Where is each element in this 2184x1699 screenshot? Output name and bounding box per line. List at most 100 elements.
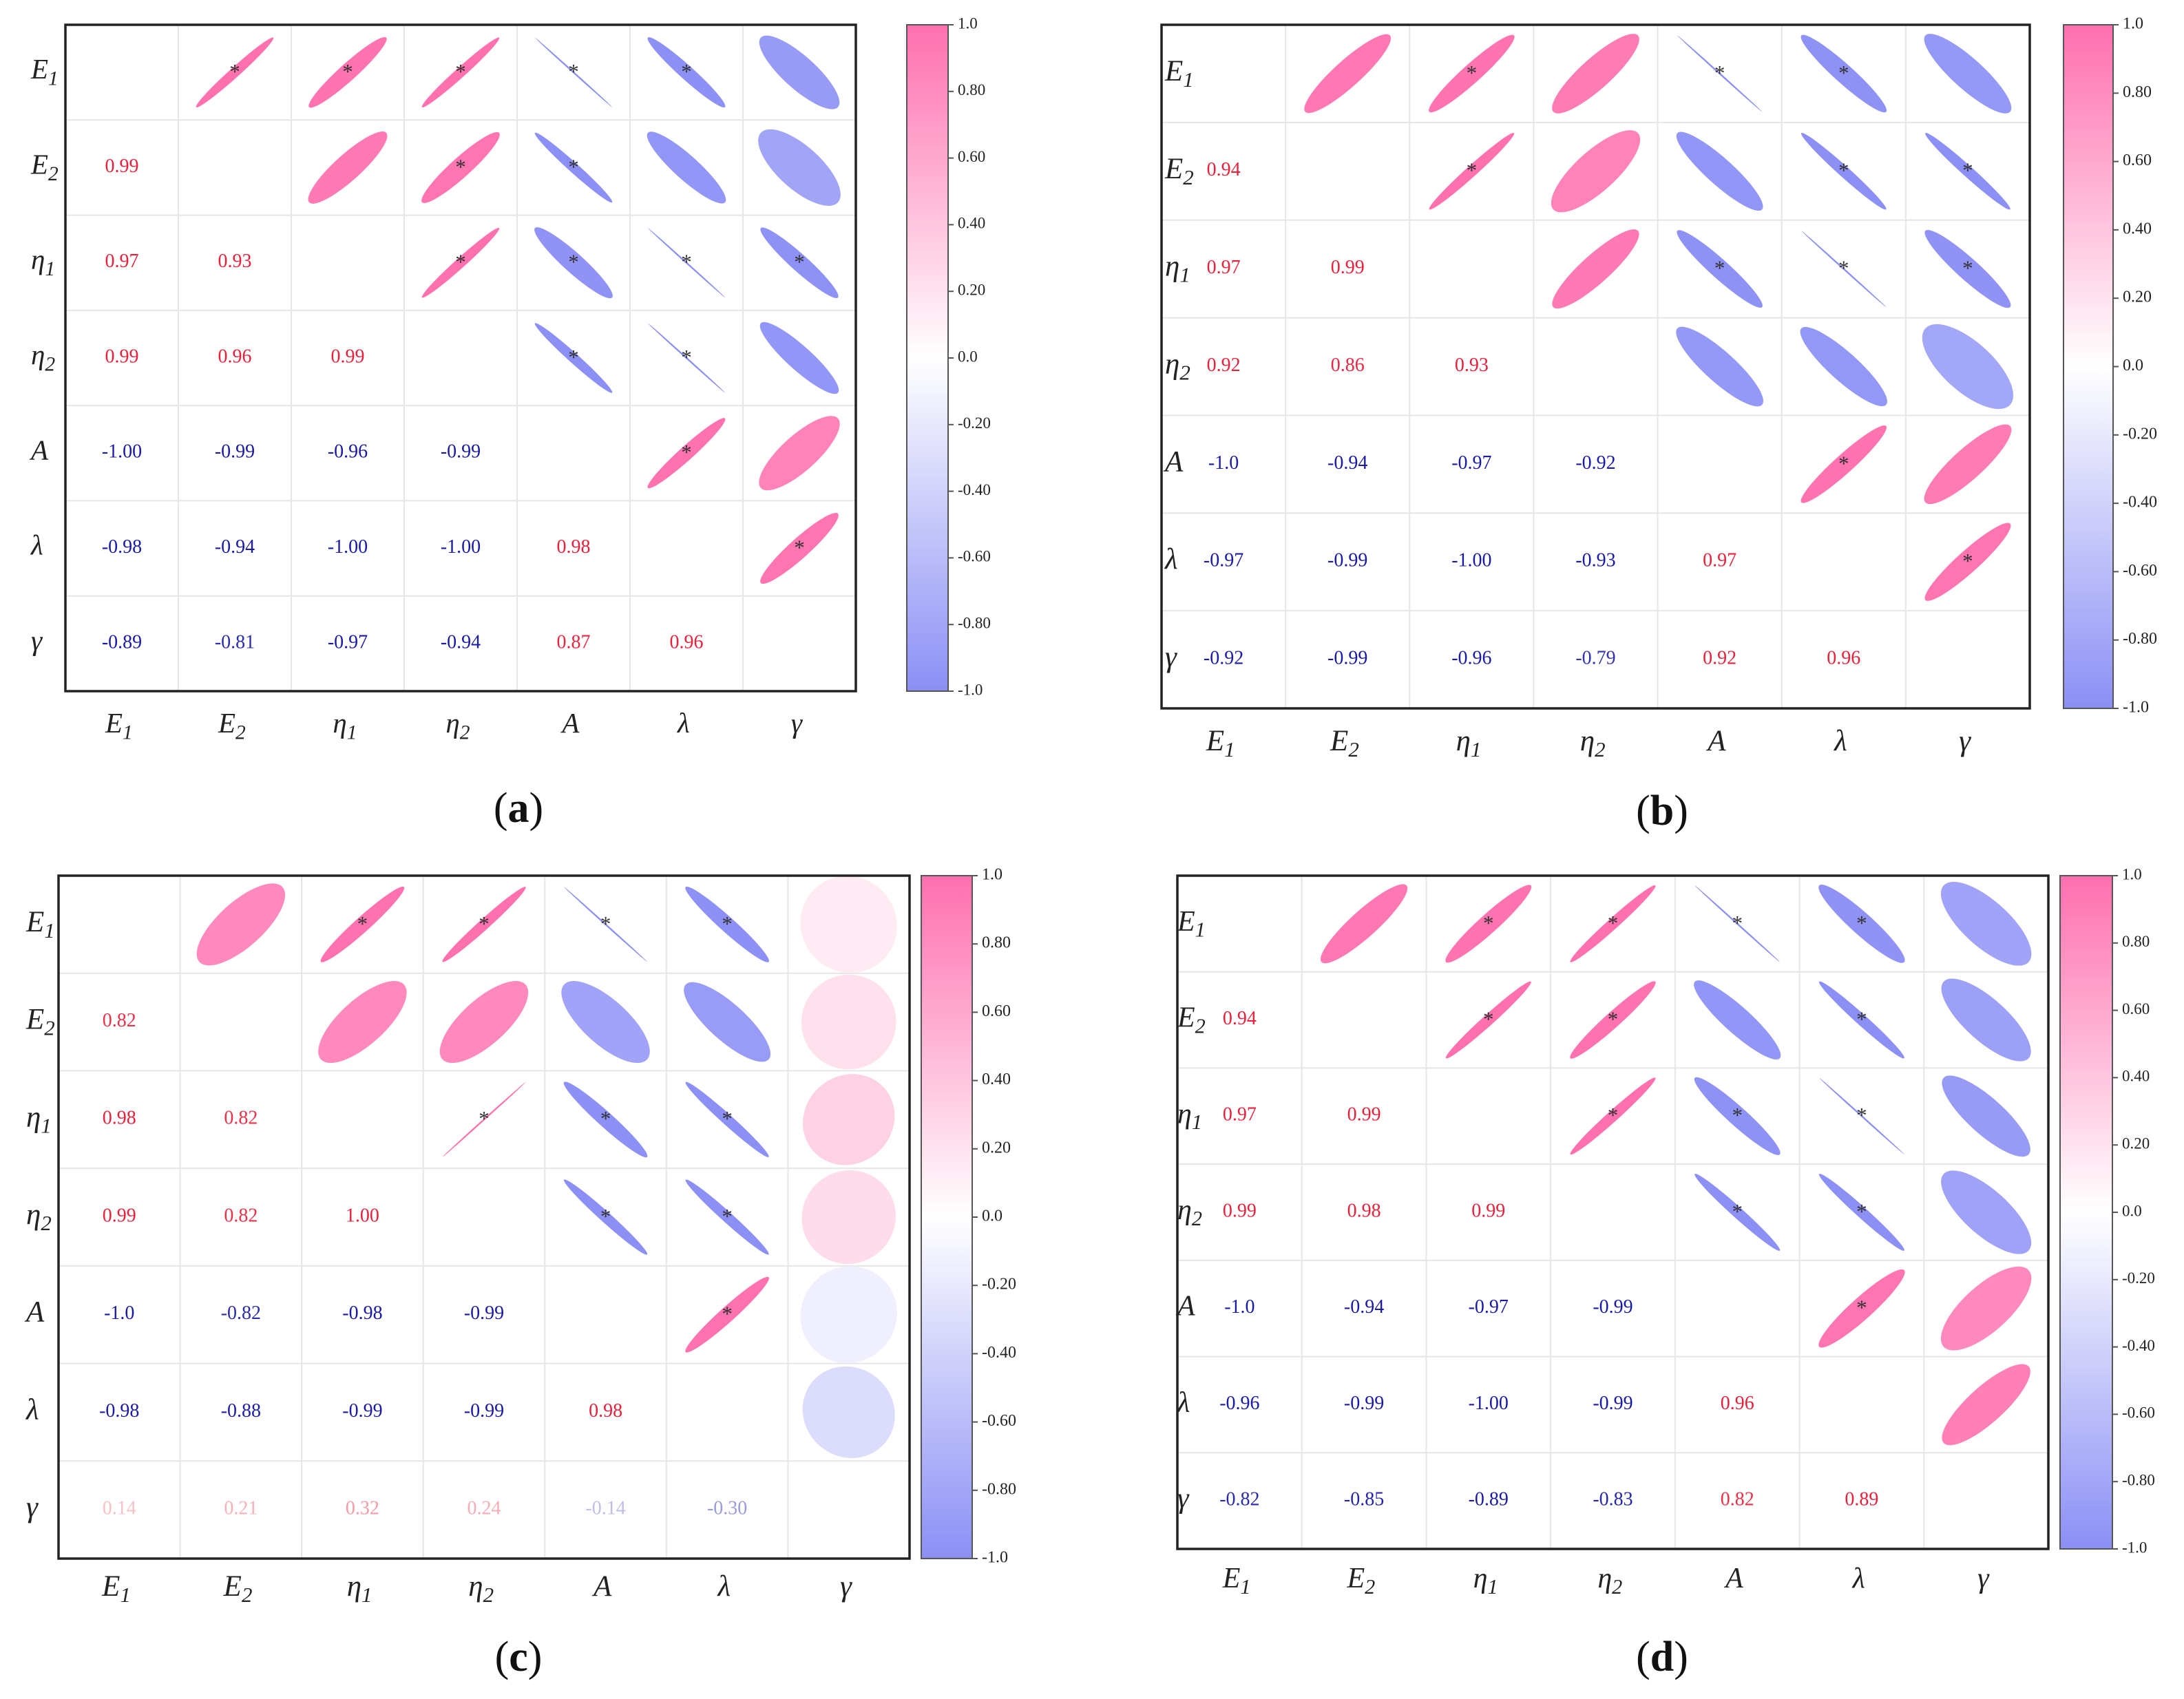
significance-star: *	[1732, 1199, 1743, 1223]
corr-value-label: 0.99	[105, 156, 139, 177]
corr-value-label: 0.97	[1223, 1104, 1257, 1126]
corr-value-label: -0.97	[1451, 452, 1491, 474]
corr-value-label: 0.93	[218, 251, 252, 272]
corr-ellipse	[1940, 881, 2032, 966]
corr-value-label: -1.0	[1208, 452, 1239, 474]
x-axis-label: E1	[1206, 725, 1235, 761]
corr-value-label: -0.99	[464, 1400, 504, 1422]
corr-ellipse	[647, 323, 726, 393]
colorbar-tick-label: -0.20	[2122, 1269, 2155, 1287]
corr-ellipse	[1552, 229, 1639, 309]
significance-star: *	[794, 250, 805, 274]
x-axis-label: γ	[791, 707, 804, 739]
y-axis-label: η2	[26, 1199, 52, 1235]
colorbar-tick-label: 0.20	[958, 281, 985, 298]
significance-star: *	[1856, 1199, 1867, 1223]
corr-ellipse	[1677, 35, 1763, 112]
corr-ellipse	[759, 321, 839, 394]
panel-frame	[57, 874, 911, 1560]
significance-star: *	[479, 1106, 490, 1130]
colorbar-tick-label: -0.40	[982, 1344, 1016, 1362]
colorbar-tick-label: 0.0	[982, 1207, 1002, 1225]
x-axis-label: E2	[1346, 1563, 1375, 1598]
x-axis-label: λ	[1833, 725, 1847, 757]
x-axis-label: η2	[1580, 725, 1606, 761]
corr-ellipse	[758, 129, 841, 206]
corr-ellipse	[685, 1276, 769, 1353]
corr-value-label: -0.92	[1204, 647, 1243, 668]
panel-frame	[1176, 874, 2050, 1550]
significance-star: *	[1714, 256, 1725, 280]
x-axis-label: E1	[105, 707, 133, 743]
corr-value-label: 0.96	[1721, 1393, 1754, 1414]
corr-ellipse	[196, 883, 286, 966]
corr-ellipse	[803, 1074, 895, 1165]
y-axis-label: η1	[1165, 251, 1190, 287]
significance-star: *	[681, 345, 692, 369]
significance-star: *	[455, 154, 466, 178]
significance-star: *	[1856, 1296, 1867, 1320]
significance-star: *	[568, 345, 579, 369]
corr-value-label: 0.94	[1207, 159, 1241, 180]
colorbar-tick-label: -0.80	[982, 1480, 1016, 1498]
corr-value-label: -0.14	[585, 1498, 625, 1519]
y-axis-label: A	[1175, 1290, 1195, 1322]
corr-value-label: 0.99	[331, 346, 365, 367]
significance-star: *	[568, 59, 579, 83]
corr-value-label: 0.94	[1223, 1008, 1257, 1029]
corr-ellipse	[1818, 1174, 1904, 1251]
significance-star: *	[1467, 158, 1478, 182]
corr-value-label: -0.94	[215, 536, 255, 558]
significance-star: *	[722, 1204, 733, 1228]
corr-ellipse	[1429, 133, 1515, 210]
significance-star: *	[1608, 911, 1619, 935]
corr-ellipse	[196, 37, 274, 107]
corr-ellipse	[1942, 1075, 2030, 1157]
corr-ellipse	[1570, 981, 1656, 1059]
y-axis-label: η1	[31, 244, 55, 280]
panel-d: * * * * 0.94 * * * 0.97 0.99 * * * 0.99 0.98 0.99 * * -1.0…	[1175, 865, 2155, 1680]
corr-value-label: -1.0	[104, 1302, 134, 1324]
x-axis-label: A	[560, 707, 580, 739]
corr-value-label: 0.24	[468, 1498, 501, 1519]
y-axis-label: γ	[26, 1491, 39, 1523]
colorbar-tick-label: -0.20	[982, 1276, 1016, 1294]
x-axis-label: λ	[717, 1570, 731, 1603]
corr-ellipse	[801, 974, 896, 1070]
x-axis-label: E1	[1222, 1563, 1251, 1598]
corr-value-label: -0.97	[1469, 1296, 1509, 1318]
corr-value-label: 0.98	[557, 536, 591, 558]
corr-value-label: -0.83	[1593, 1489, 1632, 1510]
corr-value-label: -0.99	[441, 441, 481, 463]
y-axis-label: λ	[1176, 1386, 1190, 1418]
x-axis-label: γ	[1959, 725, 1971, 757]
colorbar-tick-label: -0.60	[958, 548, 991, 565]
corr-ellipse	[1924, 229, 2011, 308]
significance-star: *	[342, 59, 353, 83]
colorbar-tick-label: 0.80	[2122, 933, 2150, 950]
corr-ellipse	[1694, 1077, 1781, 1155]
corr-value-label: -0.99	[1344, 1393, 1384, 1414]
corr-ellipse	[1941, 1170, 2032, 1254]
corr-ellipse	[1694, 885, 1780, 962]
significance-star: *	[455, 59, 466, 83]
corr-ellipse	[1800, 34, 1887, 113]
corr-value-label: 0.82	[103, 1010, 136, 1031]
significance-star: *	[1838, 256, 1849, 280]
corr-value-label: -1.00	[441, 536, 481, 558]
corr-ellipse	[1819, 1077, 1904, 1154]
significance-star: *	[1838, 158, 1849, 182]
corr-ellipse	[308, 131, 388, 204]
colorbar-tick-label: 0.40	[2123, 220, 2152, 238]
colorbar-tick-label: -0.80	[2122, 1471, 2155, 1488]
corr-value-label: 0.93	[1455, 355, 1489, 376]
corr-value-label: 0.86	[1331, 355, 1365, 376]
corr-ellipse	[1801, 231, 1887, 308]
corr-value-label: -0.97	[328, 631, 368, 653]
corr-value-label: -0.89	[1469, 1489, 1509, 1510]
corr-value-label: -0.79	[1575, 647, 1615, 668]
x-axis-label: γ	[840, 1570, 852, 1603]
corr-value-label: 0.98	[103, 1108, 136, 1129]
colorbar-tick-label: -0.60	[982, 1412, 1016, 1430]
